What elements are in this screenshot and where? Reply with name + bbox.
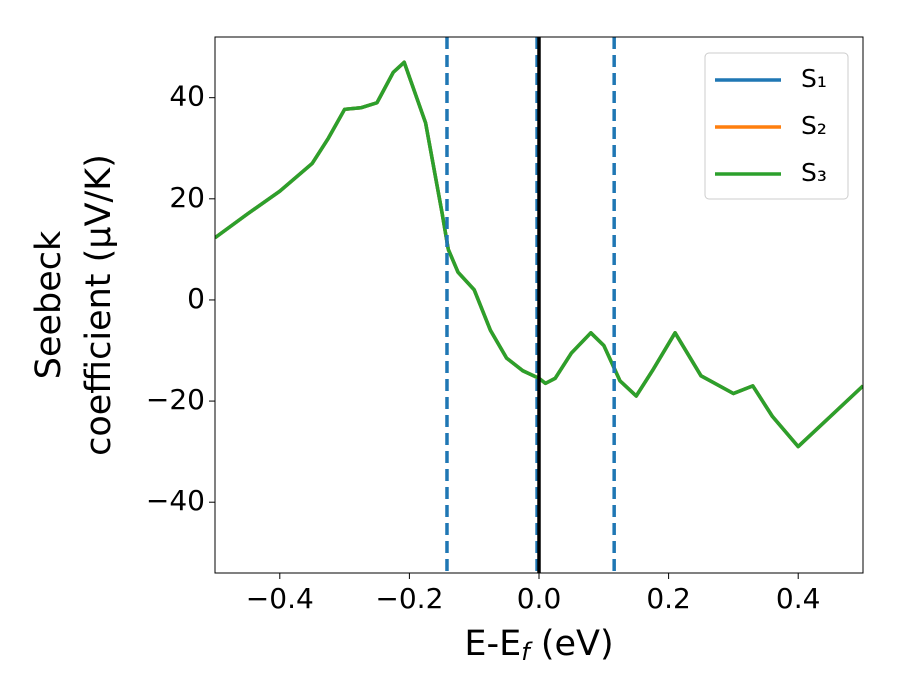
y-tick-label: 20	[169, 181, 205, 214]
line	[215, 60, 863, 449]
x-tick-label: −0.4	[246, 582, 314, 615]
legend-label: S₁	[801, 64, 827, 93]
x-tick-label: −0.2	[375, 582, 443, 615]
y-tick-label: 0	[187, 282, 205, 315]
x-tick-label: 0.2	[646, 582, 691, 615]
y-axis-label-line: Seebeck	[29, 230, 69, 379]
legend-label: S₃	[801, 158, 827, 187]
x-axis-label: E-Ef (eV)	[464, 624, 613, 666]
axes-frame	[214, 36, 864, 574]
x-tick-label: 0.4	[776, 582, 821, 615]
y-tick-label: 40	[169, 80, 205, 113]
plot-area	[215, 37, 863, 573]
legend-label: S₂	[801, 111, 827, 140]
y-tick-label: −40	[146, 484, 205, 517]
x-tick-label: 0.0	[517, 582, 562, 615]
y-tick-label: −20	[146, 383, 205, 416]
y-axis-label-line: coefficient (μV/K)	[79, 154, 119, 456]
y-axis-label: Seebeck coefficient (μV/K)	[29, 154, 119, 456]
